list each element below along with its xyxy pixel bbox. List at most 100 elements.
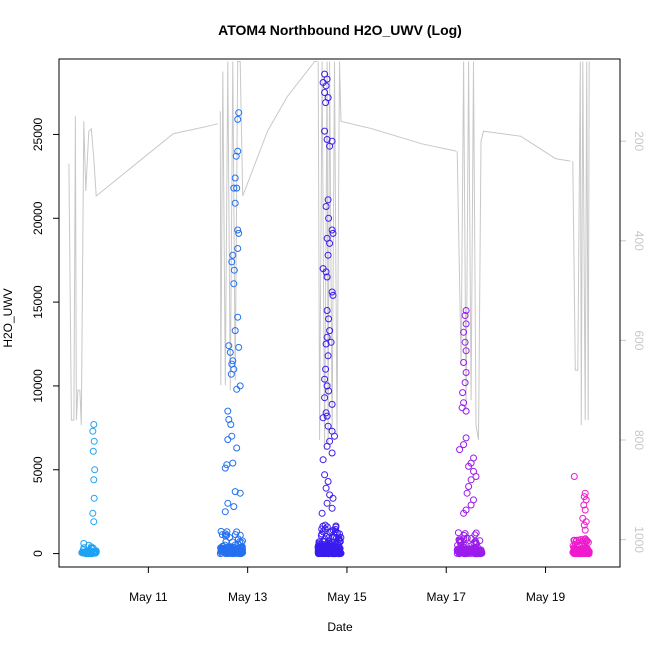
- x-tick-label: May 11: [129, 590, 168, 604]
- y-tick-label: 25000: [31, 117, 45, 151]
- data-point: [320, 543, 328, 551]
- data-point: [319, 456, 327, 464]
- data-point: [228, 432, 236, 440]
- data-point: [457, 538, 465, 546]
- data-point: [318, 509, 326, 517]
- data-point: [233, 184, 241, 192]
- data-point: [467, 501, 475, 509]
- data-point: [229, 538, 236, 546]
- data-point: [463, 489, 471, 497]
- data-point: [323, 333, 331, 341]
- data-point: [454, 529, 462, 537]
- data-point: [230, 280, 238, 288]
- data-point: [328, 400, 336, 408]
- data-point: [570, 536, 578, 544]
- data-point: [224, 499, 232, 507]
- data-point: [456, 546, 464, 554]
- data-point: [238, 548, 246, 556]
- data-point: [462, 434, 470, 442]
- data-point: [465, 483, 473, 490]
- data-point: [328, 449, 336, 457]
- x-tick-label: May 17: [427, 590, 467, 604]
- data-point: [460, 328, 468, 336]
- secondary-line-segment: [456, 61, 571, 441]
- data-point: [465, 462, 473, 470]
- data-point: [323, 273, 331, 281]
- data-point: [234, 245, 242, 252]
- data-point: [324, 478, 332, 485]
- data-point: [323, 499, 331, 507]
- data-point: [327, 338, 335, 346]
- data-point: [322, 203, 330, 210]
- x-axis-label: Date: [327, 620, 353, 634]
- data-point: [467, 535, 475, 542]
- data-point: [456, 446, 464, 454]
- data-point: [458, 404, 466, 412]
- data-point: [328, 137, 336, 145]
- data-point: [90, 494, 98, 502]
- data-point: [461, 379, 469, 387]
- right-y-tick-label: 1000: [632, 526, 646, 553]
- y-axis: 0 5000 10000 15000 20000 25000: [31, 117, 60, 557]
- data-point: [582, 518, 590, 526]
- data-point: [90, 437, 98, 445]
- data-point: [321, 375, 329, 383]
- data-point: [224, 436, 232, 444]
- data-point: [223, 531, 231, 539]
- data-point: [321, 521, 329, 529]
- right-y-tick-label: 200: [632, 131, 646, 151]
- data-point: [236, 382, 244, 390]
- data-point: [322, 533, 330, 540]
- data-point: [322, 82, 330, 90]
- data-point: [231, 199, 239, 207]
- data-point: [324, 352, 332, 360]
- data-point: [230, 503, 238, 511]
- data-point: [476, 548, 484, 556]
- data-point: [462, 548, 470, 556]
- data-point: [581, 489, 589, 497]
- data-point: [91, 466, 99, 474]
- data-point: [229, 357, 237, 365]
- data-point: [326, 239, 334, 247]
- data-point: [319, 414, 327, 422]
- data-point: [334, 548, 342, 556]
- x-tick-label: May 13: [228, 590, 268, 604]
- data-point: [229, 459, 237, 467]
- data-point: [326, 327, 334, 335]
- data-point: [336, 548, 344, 556]
- data-point: [325, 546, 333, 554]
- right-y-tick-label: 600: [632, 330, 646, 350]
- data-point: [329, 229, 337, 237]
- data-point: [581, 526, 589, 534]
- data-point: [332, 534, 340, 542]
- data-point: [462, 369, 470, 376]
- data-point: [323, 382, 331, 390]
- data-point: [231, 174, 239, 182]
- data-point: [229, 251, 237, 259]
- data-point: [324, 196, 332, 204]
- secondary-line-group: [68, 61, 590, 451]
- data-point: [323, 412, 331, 420]
- data-point: [460, 509, 468, 517]
- data-point: [235, 109, 243, 117]
- data-point: [573, 536, 581, 544]
- data-point: [90, 518, 98, 526]
- data-point: [462, 307, 470, 314]
- data-point: [231, 488, 239, 496]
- y-axis-label: H2O_UWV: [1, 288, 15, 347]
- data-point: [224, 407, 232, 415]
- data-point: [230, 266, 238, 274]
- data-point: [472, 529, 480, 537]
- data-point: [90, 476, 98, 484]
- data-point: [329, 494, 337, 502]
- plot-area-border: [58, 58, 621, 568]
- data-point: [328, 288, 336, 296]
- x-tick-label: May 19: [526, 590, 566, 604]
- data-point: [231, 531, 239, 539]
- data-point: [86, 549, 94, 557]
- data-point: [221, 464, 229, 472]
- data-point: [232, 152, 240, 160]
- secondary-line-segment: [219, 61, 318, 391]
- data-point: [325, 387, 333, 395]
